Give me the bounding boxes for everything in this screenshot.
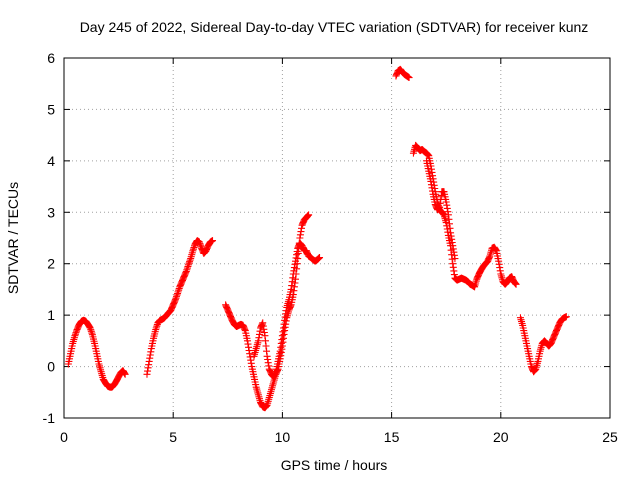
chart-title: Day 245 of 2022, Sidereal Day-to-day VTE… [80,19,589,35]
data-marks [64,65,570,412]
x-tick-label: 20 [493,429,509,445]
y-tick-label: 2 [47,256,55,272]
data-point [451,255,459,263]
data-point [562,313,570,321]
y-tick-label: 1 [47,307,55,323]
data-point [121,370,129,378]
x-tick-label: 10 [275,429,291,445]
data-point [316,254,324,262]
data-point [512,280,520,288]
y-tick-label: 0 [47,359,55,375]
y-axis-label: SDTVAR / TECUs [5,182,21,294]
x-tick-label: 5 [169,429,177,445]
y-tick-label: 5 [47,101,55,117]
x-tick-label: 15 [384,429,400,445]
x-axis-label: GPS time / hours [281,457,388,473]
data-point [209,237,217,245]
data-point [305,211,313,219]
y-tick-label: 4 [47,153,55,169]
data-point [405,74,413,82]
y-tick-label: 6 [47,50,55,66]
grid [64,58,610,418]
plot-frame [63,57,611,419]
y-tick-label: -1 [43,410,56,426]
x-tick-label: 0 [60,429,68,445]
y-tick-label: 3 [47,204,55,220]
x-tick-label: 25 [602,429,618,445]
